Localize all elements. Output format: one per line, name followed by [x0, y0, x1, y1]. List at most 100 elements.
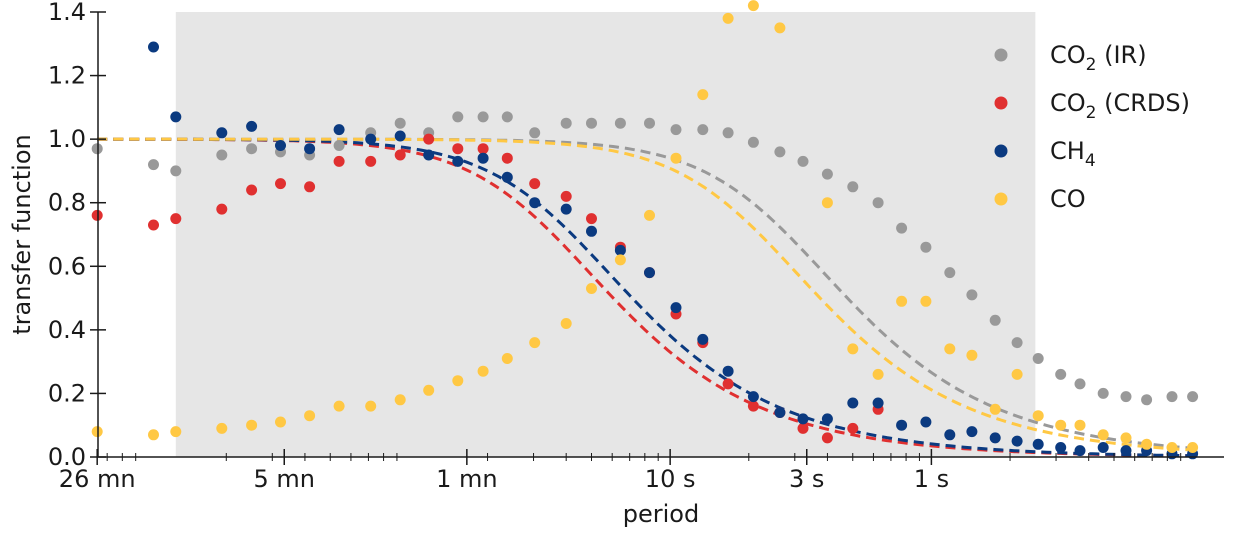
data-point-co2_crds — [747, 400, 759, 412]
data-point-co — [1166, 442, 1178, 453]
data-point-co — [1097, 429, 1109, 441]
data-point-co — [872, 368, 884, 380]
data-point-ch4 — [1097, 442, 1109, 453]
data-point-co2_crds — [333, 155, 345, 167]
data-point-co2_ir — [1011, 337, 1023, 349]
data-point-ch4 — [920, 416, 932, 428]
data-point-co2_ir — [1166, 391, 1178, 403]
y-tick-label: 0.2 — [48, 379, 86, 407]
data-point-co — [477, 365, 489, 377]
data-point-co — [333, 400, 345, 412]
x-axis-label: period — [623, 500, 699, 528]
data-point-co2_crds — [797, 422, 809, 434]
data-point-co — [821, 197, 833, 209]
data-point-co — [1187, 442, 1199, 453]
data-point-ch4 — [529, 197, 541, 209]
data-point-ch4 — [477, 152, 489, 164]
legend-label-ch4: CH4 — [1050, 137, 1096, 171]
data-point-co2_ir — [333, 140, 345, 151]
data-point-co — [1032, 410, 1044, 422]
y-tick-label: 0.6 — [48, 252, 86, 280]
data-point-co — [304, 410, 316, 422]
data-point-ch4 — [246, 120, 258, 132]
data-point-co2_ir — [670, 124, 682, 136]
data-point-ch4 — [797, 413, 809, 425]
data-point-co2_crds — [394, 149, 406, 161]
data-point-co2_ir — [560, 117, 572, 129]
data-point-ch4 — [148, 41, 159, 53]
data-point-co2_ir — [586, 117, 597, 129]
data-point-co2_ir — [1097, 387, 1109, 399]
data-point-co2_crds — [246, 184, 258, 196]
data-point-ch4 — [423, 149, 435, 161]
data-point-co2_crds — [170, 213, 182, 225]
data-point-co2_ir — [91, 143, 103, 155]
data-point-co2_ir — [896, 222, 908, 234]
data-point-co — [1055, 419, 1067, 431]
fit-curve-co — [97, 137, 1193, 452]
x-tick-label: 1 s — [914, 465, 949, 493]
data-point-co — [586, 283, 597, 294]
data-point-co2_ir — [170, 165, 182, 177]
data-point-co2_crds — [477, 143, 489, 155]
y-tick-label: 0.8 — [48, 189, 86, 217]
data-point-ch4 — [872, 397, 884, 409]
data-point-co2_crds — [275, 178, 286, 190]
data-point-co — [944, 343, 956, 355]
data-point-co — [1074, 419, 1086, 431]
data-point-co — [216, 422, 228, 434]
data-point-ch4 — [1055, 442, 1067, 453]
data-point-co2_crds — [722, 378, 734, 390]
data-point-co2_ir — [989, 314, 1001, 326]
data-point-co2_ir — [774, 146, 786, 158]
data-point-co2_crds — [423, 133, 435, 145]
data-point-co2_ir — [1055, 368, 1067, 380]
data-point-co2_ir — [148, 159, 159, 171]
data-point-ch4 — [847, 397, 859, 409]
data-point-ch4 — [452, 155, 464, 167]
data-point-co — [452, 375, 464, 387]
data-point-co — [501, 353, 513, 364]
data-point-ch4 — [896, 419, 908, 431]
y-tick-label: 1.0 — [48, 125, 86, 153]
y-axis-label: transfer function — [8, 134, 36, 334]
data-point-co2_crds — [586, 213, 597, 225]
data-point-co — [1011, 368, 1023, 380]
data-point-co2_ir — [644, 117, 655, 129]
legend-label-co2_ir: CO2 (IR) — [1050, 41, 1147, 75]
data-point-ch4 — [304, 143, 316, 155]
data-point-co2_ir — [1187, 391, 1199, 403]
data-point-ch4 — [170, 111, 182, 123]
data-point-ch4 — [944, 429, 956, 441]
data-point-ch4 — [747, 391, 759, 403]
data-point-co2_ir — [1074, 378, 1086, 390]
data-point-co — [1120, 432, 1132, 444]
data-point-co2_crds — [452, 143, 464, 155]
legend-marker-co — [994, 192, 1008, 206]
data-point-co — [275, 416, 286, 428]
y-tick-label: 1.2 — [48, 62, 86, 90]
data-point-co — [614, 254, 626, 266]
data-point-co — [774, 22, 786, 34]
data-point-co2_ir — [1141, 394, 1153, 406]
data-point-co2_ir — [847, 181, 859, 193]
data-point-co — [529, 337, 541, 349]
axes: 0.0 0.2 0.4 0.6 0.8 1.0 1.2 1.4 26 mn 5 mn 1 mn 10 … — [48, 0, 1224, 493]
data-point-co2_crds — [365, 155, 377, 167]
data-point-co — [847, 343, 859, 355]
data-point-co — [644, 209, 655, 221]
data-point-ch4 — [697, 333, 709, 345]
data-point-ch4 — [333, 124, 345, 136]
data-point-co — [697, 89, 709, 101]
data-point-co2_crds — [91, 209, 103, 221]
data-point-ch4 — [216, 127, 228, 139]
data-point-ch4 — [560, 203, 572, 215]
data-point-co2_ir — [394, 117, 406, 129]
data-point-co2_ir — [1120, 391, 1132, 403]
data-point-co2_crds — [529, 178, 541, 190]
legend: CO2 (IR) CO2 (CRDS) CH4 CO — [994, 41, 1190, 213]
highlighted-frequency-band — [175, 12, 1036, 457]
data-point-co2_ir — [821, 168, 833, 180]
data-point-co — [896, 295, 908, 307]
data-point-co — [722, 12, 734, 24]
